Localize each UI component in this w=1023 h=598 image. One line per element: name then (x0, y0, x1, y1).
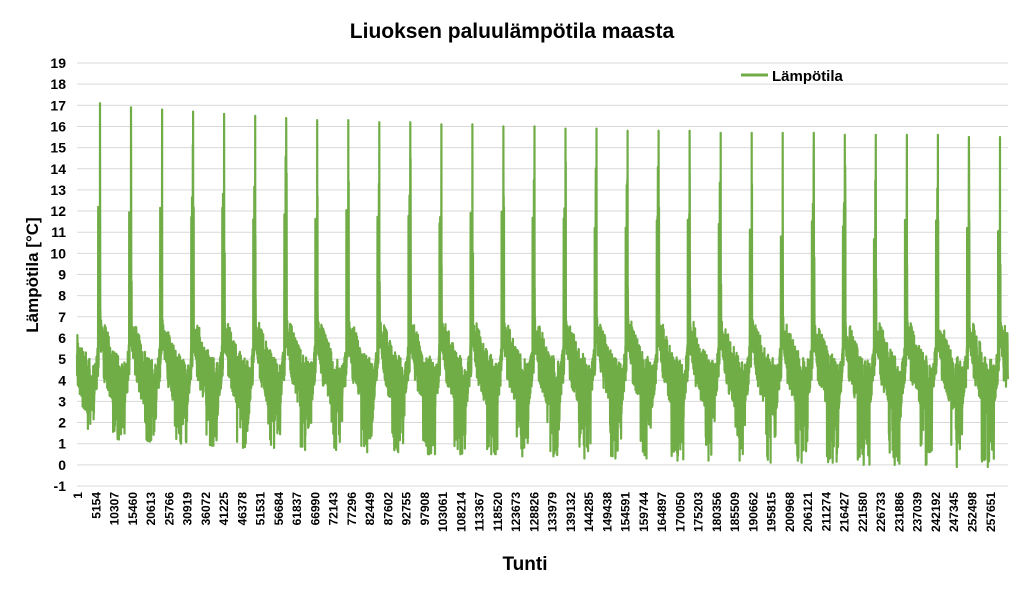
x-tick-label: 92755 (400, 492, 414, 526)
y-tick-label: -1 (54, 478, 67, 494)
x-tick-label: 77296 (345, 492, 359, 526)
y-tick-label: 5 (58, 351, 66, 367)
y-tick-label: 6 (58, 330, 66, 346)
x-tick-label: 66990 (308, 492, 322, 526)
x-tick-label: 195815 (765, 492, 779, 532)
x-tick-label: 25766 (162, 492, 176, 526)
y-tick-label: 13 (50, 182, 66, 198)
x-tick-label: 103061 (436, 492, 450, 532)
x-tick-label: 82449 (363, 492, 377, 526)
x-tick-label: 154591 (619, 492, 633, 532)
x-tick-label: 226733 (874, 492, 888, 532)
y-tick-label: 15 (50, 140, 66, 156)
y-tick-label: 1 (58, 436, 66, 452)
x-tick-label: 190662 (746, 492, 760, 532)
x-tick-label: 10307 (108, 492, 122, 526)
x-tick-label: 257651 (984, 492, 998, 532)
y-tick-label: 11 (51, 224, 66, 240)
x-tick-label: 242192 (929, 492, 943, 532)
x-tick-label: 1 (71, 492, 85, 499)
x-tick-label: 175203 (692, 492, 706, 532)
y-tick-label: 10 (50, 245, 66, 261)
x-tick-label: 139132 (564, 492, 578, 532)
x-tick-label: 180356 (710, 492, 724, 532)
x-tick-label: 200968 (783, 492, 797, 532)
x-tick-label: 5154 (89, 492, 103, 519)
y-tick-label: 8 (58, 288, 66, 304)
x-tick-label: 185509 (728, 492, 742, 532)
y-tick-label: 17 (50, 97, 66, 113)
y-tick-label: 4 (58, 372, 66, 388)
y-tick-label: 16 (50, 118, 66, 134)
y-axis-label: Lämpötila [°C] (23, 217, 42, 332)
x-tick-label: 46378 (235, 492, 249, 526)
x-tick-label: 206121 (801, 492, 815, 532)
x-tick-label: 118520 (491, 492, 505, 532)
x-tick-label: 231886 (892, 492, 906, 532)
x-tick-label: 15460 (126, 492, 140, 526)
chart-title: Liuoksen paluulämpötila maasta (350, 20, 675, 43)
y-tick-label: 12 (50, 203, 66, 219)
x-tick-label: 113367 (473, 492, 487, 532)
x-tick-label: 36072 (199, 492, 213, 526)
x-tick-label: 164897 (655, 492, 669, 532)
x-tick-label: 41225 (217, 492, 231, 526)
x-tick-label: 237039 (911, 492, 925, 532)
legend-label: Lämpötila (772, 68, 843, 85)
legend: Lämpötila (741, 68, 843, 85)
y-tick-label: 9 (58, 267, 66, 283)
x-tick-label: 61837 (290, 492, 304, 526)
x-tick-label: 108214 (454, 492, 468, 532)
y-tick-label: 7 (58, 309, 66, 325)
x-tick-label: 149438 (600, 492, 614, 532)
x-tick-label: 252498 (966, 492, 980, 532)
y-tick-label: 14 (50, 161, 66, 177)
x-tick-label: 123673 (509, 492, 523, 532)
x-tick-label: 133979 (546, 492, 560, 532)
x-axis-label: Tunti (502, 554, 547, 575)
x-axis-ticks: 1 5154 10307 15460 20613 25766 30919 36072 41225… (71, 492, 998, 532)
y-tick-label: 0 (58, 457, 66, 473)
series-lines (75, 102, 1009, 469)
x-tick-label: 51531 (254, 492, 268, 526)
x-tick-label: 211274 (819, 492, 833, 532)
x-tick-label: 30919 (181, 492, 195, 526)
x-tick-label: 87602 (381, 492, 395, 526)
x-tick-label: 159744 (637, 492, 651, 532)
x-tick-label: 128826 (527, 492, 541, 532)
y-tick-label: 3 (58, 393, 66, 409)
x-tick-label: 97908 (418, 492, 432, 526)
x-tick-label: 216427 (838, 492, 852, 532)
x-tick-label: 56684 (272, 492, 286, 526)
x-tick-label: 247345 (947, 492, 961, 532)
x-tick-label: 144285 (582, 492, 596, 532)
x-tick-label: 20613 (144, 492, 158, 526)
y-tick-label: 18 (50, 76, 66, 92)
x-tick-label: 72143 (327, 492, 341, 526)
gridlines (77, 62, 1008, 487)
y-tick-label: 19 (50, 55, 66, 71)
series-line-lampotila (75, 102, 1009, 469)
x-tick-label: 170050 (673, 492, 687, 532)
x-tick-label: 221580 (856, 492, 870, 532)
y-tick-label: 2 (58, 415, 66, 431)
